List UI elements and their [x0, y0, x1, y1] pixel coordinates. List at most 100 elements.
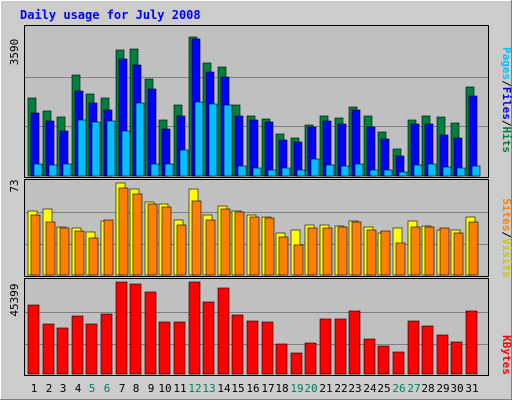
bar-pages-day-24	[369, 169, 379, 177]
bar-pages-day-18	[281, 167, 291, 177]
bar-pages-day-31	[471, 165, 481, 177]
bar-pages-day-9	[150, 163, 160, 177]
chart-title: Daily usage for July 2008	[20, 8, 201, 22]
x-tick-label-day-11: 11	[173, 382, 186, 395]
x-tick-label-day-9: 9	[148, 382, 155, 395]
bar-sites-day-7	[118, 187, 129, 276]
bar-pages-day-20	[310, 158, 320, 177]
bar-kbytes-day-8	[129, 283, 142, 375]
bar-sites-day-27	[410, 226, 421, 276]
x-tick-label-day-19: 19	[290, 382, 303, 395]
bar-sites-day-31	[468, 221, 479, 276]
bar-files-day-31	[468, 95, 478, 177]
bar-sites-day-9	[147, 203, 158, 276]
bar-sites-day-1	[30, 214, 41, 276]
bar-pages-day-25	[383, 169, 393, 177]
bar-pages-day-26	[398, 171, 408, 177]
x-tick-label-day-6: 6	[104, 382, 111, 395]
bar-sites-day-20	[307, 227, 318, 276]
bar-sites-day-10	[161, 206, 172, 276]
bar-pages-day-22	[340, 165, 350, 177]
x-tick-label-day-21: 21	[319, 382, 332, 395]
bar-pages-day-16	[252, 167, 262, 177]
bar-pages-day-6	[106, 120, 116, 177]
x-tick-label-day-14: 14	[217, 382, 231, 395]
legend-kbytes: KBytes	[500, 335, 512, 375]
legend-files: Files	[500, 87, 512, 120]
bar-kbytes-day-4	[71, 315, 84, 375]
bar-sites-day-3	[59, 227, 70, 276]
bar-kbytes-day-14	[217, 287, 230, 375]
bar-files-day-17	[264, 121, 274, 177]
bar-sites-day-22	[337, 226, 348, 276]
x-tick-label-day-16: 16	[246, 382, 259, 395]
bar-pages-day-8	[135, 102, 145, 177]
x-tick-label-day-30: 30	[450, 382, 463, 395]
bar-sites-day-18	[278, 236, 289, 276]
bar-kbytes-day-23	[348, 310, 361, 375]
bar-pages-day-19	[296, 169, 306, 177]
bar-pages-day-7	[121, 130, 131, 177]
x-tick-label-day-29: 29	[436, 382, 449, 395]
bar-sites-day-15	[234, 211, 245, 276]
bar-sites-day-19	[293, 244, 304, 276]
bar-pages-day-17	[267, 169, 277, 177]
y-max-hits: 3590	[8, 39, 21, 66]
bar-pages-day-29	[442, 166, 452, 177]
bar-kbytes-day-5	[85, 323, 98, 375]
x-tick-label-day-17: 17	[261, 382, 274, 395]
bar-pages-day-21	[325, 164, 335, 177]
x-tick-label-day-2: 2	[46, 382, 53, 395]
bar-kbytes-day-11	[173, 321, 186, 375]
x-tick-label-day-13: 13	[202, 382, 215, 395]
bar-pages-day-14	[223, 104, 233, 177]
bar-pages-day-4	[77, 119, 87, 177]
bar-kbytes-day-26	[392, 351, 405, 375]
bar-pages-day-30	[456, 167, 466, 177]
bar-sites-day-4	[74, 230, 85, 276]
bar-kbytes-day-17	[261, 321, 274, 375]
bar-sites-day-17	[264, 217, 275, 276]
x-tick-label-day-4: 4	[75, 382, 82, 395]
bar-kbytes-day-9	[144, 291, 157, 375]
x-tick-label-day-25: 25	[377, 382, 390, 395]
x-tick-label-day-18: 18	[275, 382, 288, 395]
bar-kbytes-day-31	[465, 310, 478, 375]
x-tick-label-day-15: 15	[231, 382, 244, 395]
bar-sites-day-2	[45, 221, 56, 276]
legend-hits: Hits	[500, 127, 512, 154]
x-tick-label-day-22: 22	[334, 382, 347, 395]
bar-kbytes-day-2	[42, 323, 55, 375]
bar-kbytes-day-20	[304, 342, 317, 375]
x-tick-label-day-3: 3	[60, 382, 67, 395]
bar-kbytes-day-12	[188, 281, 201, 375]
bar-sites-day-23	[351, 221, 362, 276]
bar-kbytes-day-21	[319, 318, 332, 375]
legend-hits-files-pages: Pages/Files/Hits	[500, 47, 512, 153]
bar-sites-day-14	[220, 208, 231, 276]
legend-sites: Sites	[500, 198, 512, 231]
bar-kbytes-day-7	[115, 281, 128, 375]
legend-visits: Visits	[500, 238, 512, 278]
x-tick-label-day-20: 20	[304, 382, 317, 395]
bar-kbytes-day-16	[246, 320, 259, 375]
x-tick-label-day-28: 28	[421, 382, 434, 395]
bar-kbytes-day-25	[377, 345, 390, 375]
bar-kbytes-day-10	[158, 321, 171, 375]
bar-pages-day-12	[194, 101, 204, 177]
bar-pages-day-13	[208, 103, 218, 177]
bar-sites-day-8	[132, 193, 143, 276]
bar-kbytes-day-28	[421, 325, 434, 375]
x-tick-label-day-12: 12	[188, 382, 201, 395]
x-axis-labels: 1 2 3 4 5 6 7 8 9 10 11 12 13 14 15 16 17 18 19 20 21 22 23 24 2…	[31, 382, 479, 395]
bar-kbytes-day-6	[100, 313, 113, 375]
bar-sites-day-16	[249, 216, 260, 276]
bar-kbytes-day-15	[231, 314, 244, 375]
bar-kbytes-day-18	[275, 343, 288, 375]
bar-pages-day-28	[427, 163, 437, 177]
x-tick-label-day-5: 5	[89, 382, 96, 395]
x-tick-label-day-23: 23	[348, 382, 361, 395]
y-max-visits: 73	[8, 179, 21, 192]
